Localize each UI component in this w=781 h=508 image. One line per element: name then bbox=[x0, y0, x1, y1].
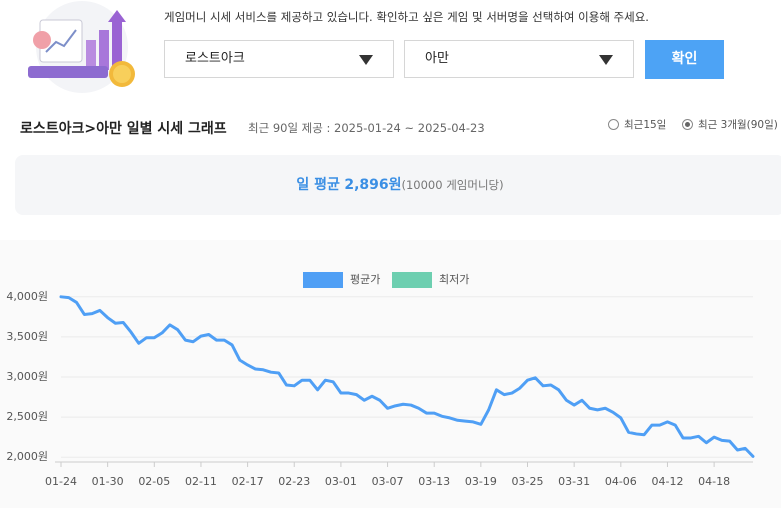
radio-option[interactable]: 최근 3개월(90일) bbox=[682, 117, 778, 132]
x-tick-label: 04-06 bbox=[605, 475, 637, 488]
x-tick-label: 03-25 bbox=[512, 475, 544, 488]
summary-note: (10000 게임머니당) bbox=[401, 178, 504, 192]
x-tick-label: 03-07 bbox=[372, 475, 404, 488]
summary-value: 2,896원 bbox=[344, 177, 402, 193]
radio-option[interactable]: 최근15일 bbox=[608, 117, 666, 132]
legend-swatch[interactable] bbox=[303, 272, 343, 288]
legend-label[interactable]: 평균가 bbox=[350, 273, 380, 286]
x-tick-label: 01-24 bbox=[45, 475, 77, 488]
x-tick-label: 02-17 bbox=[232, 475, 264, 488]
chart-background bbox=[0, 240, 781, 508]
confirm-button[interactable]: 확인 bbox=[645, 40, 724, 79]
x-tick-label: 01-30 bbox=[92, 475, 124, 488]
x-tick-label: 04-18 bbox=[698, 475, 730, 488]
game-select-value: 로스트아크 bbox=[185, 51, 245, 66]
x-tick-label: 03-19 bbox=[465, 475, 497, 488]
y-tick-label: 4,000원 bbox=[6, 290, 48, 303]
x-tick-label: 03-13 bbox=[418, 475, 450, 488]
radio-dot bbox=[682, 119, 693, 130]
chart: 2,000원 2,500원 3,000원 3,500원 4,000원 01-24 01-30… bbox=[0, 240, 781, 508]
y-tick-label: 3,500원 bbox=[6, 330, 48, 343]
series-line bbox=[59, 295, 755, 458]
period-info: 최근 90일 제공 : 2025-01-24 ~ 2025-04-23 bbox=[248, 121, 485, 135]
summary-box: 일 평균 2,896원(10000 게임머니당) bbox=[15, 155, 781, 215]
x-tick-label: 03-01 bbox=[325, 475, 357, 488]
y-tick-label: 2,000원 bbox=[6, 450, 48, 463]
x-tick-label: 03-31 bbox=[558, 475, 590, 488]
section-title: 로스트아크>아만 일별 시세 그래프 bbox=[20, 121, 227, 137]
radio-label: 최근 3개월(90일) bbox=[698, 119, 778, 131]
dropdown-arrow bbox=[359, 55, 373, 65]
header-illustration bbox=[28, 1, 135, 93]
legend-swatch[interactable] bbox=[392, 272, 432, 288]
radio-dot bbox=[608, 119, 619, 130]
radio-label: 최근15일 bbox=[624, 119, 667, 131]
legend-label[interactable]: 최저가 bbox=[439, 273, 469, 286]
server-select-value: 아만 bbox=[425, 51, 449, 66]
y-tick-label: 2,500원 bbox=[6, 410, 48, 423]
server-select[interactable]: 아만 bbox=[404, 40, 634, 78]
dropdown-arrow bbox=[599, 55, 613, 65]
y-tick-label: 3,000원 bbox=[6, 370, 48, 383]
x-tick-label: 02-11 bbox=[185, 475, 217, 488]
x-tick-label: 04-12 bbox=[651, 475, 683, 488]
x-tick-label: 02-23 bbox=[278, 475, 310, 488]
summary-label: 일 평균 bbox=[296, 177, 340, 193]
notice: 게임머니 시세 서비스를 제공하고 있습니다. 확인하고 싶은 게임 및 서버명… bbox=[164, 10, 649, 24]
x-tick-label: 02-05 bbox=[138, 475, 170, 488]
game-select[interactable]: 로스트아크 bbox=[164, 40, 394, 78]
